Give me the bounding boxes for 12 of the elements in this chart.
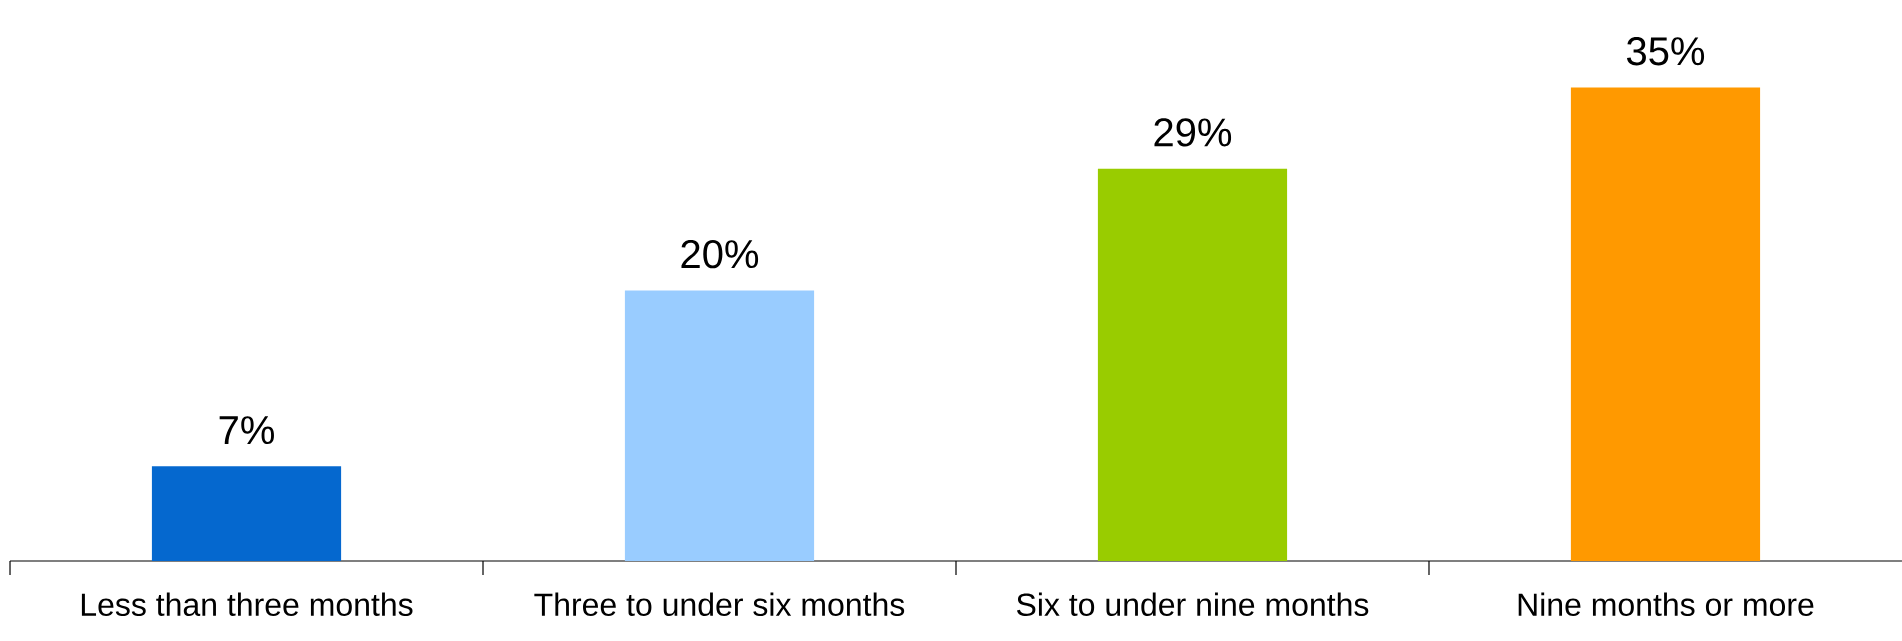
- x-tick-label: Less than three months: [81, 592, 413, 617]
- bar: [1570, 87, 1761, 561]
- bar: [151, 466, 342, 561]
- bar: [1097, 168, 1288, 561]
- x-tick-label: Three to under six months: [534, 592, 905, 617]
- data-label: 35%: [1626, 37, 1705, 66]
- x-tick-label: Six to under nine months: [1016, 592, 1369, 617]
- bar: [624, 290, 815, 561]
- data-label: 29%: [1154, 118, 1232, 147]
- data-label: 7%: [219, 416, 274, 445]
- data-label: 20%: [681, 239, 759, 269]
- x-tick-label: Nine months or more: [1518, 592, 1814, 617]
